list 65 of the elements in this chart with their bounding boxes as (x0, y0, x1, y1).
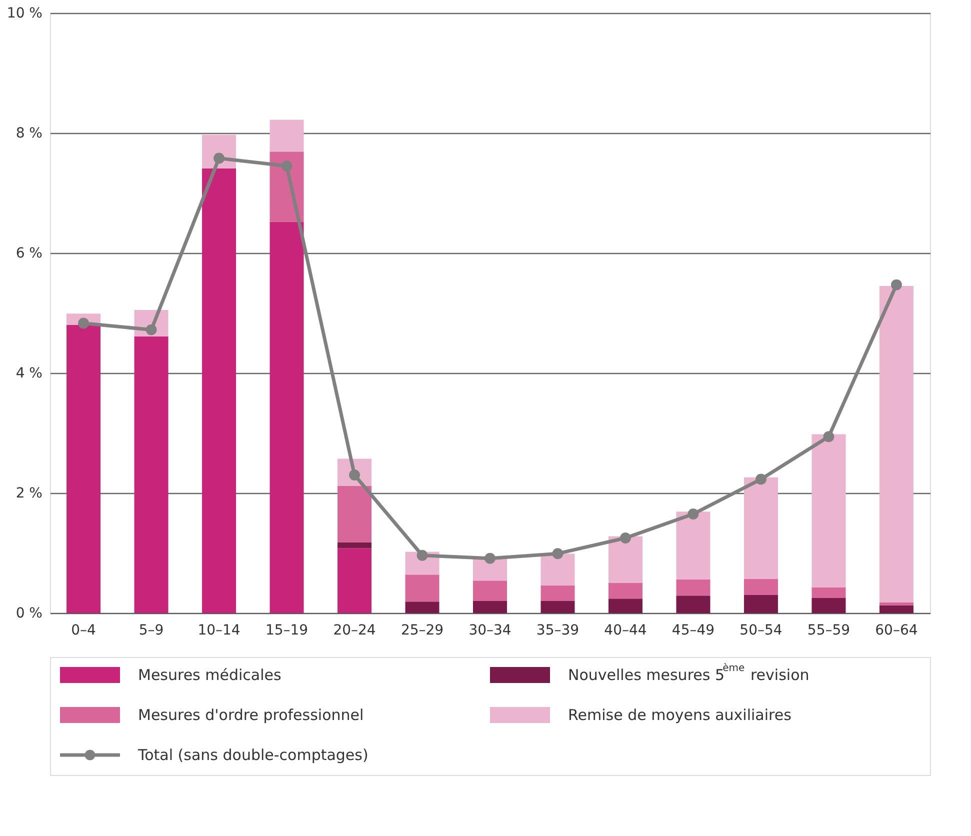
bar (540, 585, 575, 601)
x-tick-label: 0–4 (71, 622, 96, 638)
y-tick-label: 8 % (16, 126, 42, 142)
point (78, 318, 90, 329)
x-tick-label: 10–14 (198, 622, 240, 638)
legend-label: Remise de moyens auxiliaires (568, 706, 792, 724)
point (484, 552, 496, 564)
bar (66, 325, 101, 613)
bar (338, 548, 372, 613)
x-tick-label: 50–54 (740, 622, 782, 638)
bar (270, 120, 304, 152)
x-tick-label: 60–64 (875, 622, 918, 638)
legend-label: Total (sans double-comptages) (137, 746, 368, 764)
x-tick-label: 25–29 (400, 622, 444, 638)
bar (744, 477, 778, 579)
bar (270, 222, 304, 613)
x-tick-label: 35–39 (536, 622, 580, 638)
bar (405, 574, 440, 602)
point (214, 152, 224, 164)
bar (879, 602, 914, 606)
bar (812, 598, 846, 613)
bar (879, 286, 914, 602)
point (281, 160, 292, 172)
x-tick-label: 45–49 (672, 622, 715, 638)
x-tick-label: 15–19 (265, 622, 308, 638)
bar (812, 434, 846, 588)
bar (338, 542, 372, 548)
point (688, 508, 699, 520)
legend-label: Mesures médicales (138, 666, 282, 684)
bar (473, 601, 507, 613)
x-tick-label: 55–59 (807, 622, 850, 638)
point (146, 324, 157, 336)
point (890, 279, 902, 290)
bar (676, 579, 710, 596)
bar (473, 580, 507, 601)
y-tick-label: 0 % (16, 606, 42, 622)
point (552, 548, 564, 560)
bar (879, 605, 914, 613)
bar (676, 512, 710, 580)
x-tick-label: 20–24 (333, 622, 376, 638)
y-tick-label: 2 % (16, 486, 42, 502)
point (620, 532, 631, 544)
bar (608, 536, 642, 583)
point (756, 474, 766, 485)
y-tick-label: 10 % (6, 6, 42, 22)
bar (608, 598, 642, 613)
y-tick-label: 4 % (16, 366, 42, 382)
bar (134, 336, 168, 613)
x-tick-label: 5–9 (138, 622, 164, 638)
bar (540, 601, 575, 613)
bar (405, 602, 440, 613)
point (416, 550, 428, 561)
bar (812, 587, 846, 598)
bar (202, 168, 236, 613)
bar (608, 583, 642, 599)
bar (676, 596, 710, 613)
bar (540, 554, 575, 586)
bar (744, 595, 778, 613)
legend-label: Mesures d'ordre professionnel (138, 706, 364, 724)
x-tick-label: 30–34 (468, 622, 512, 638)
y-tick-label: 6 % (16, 246, 42, 262)
x-tick-label: 40–44 (604, 622, 647, 638)
bar (744, 578, 778, 595)
point (823, 431, 834, 442)
bar (338, 486, 372, 542)
